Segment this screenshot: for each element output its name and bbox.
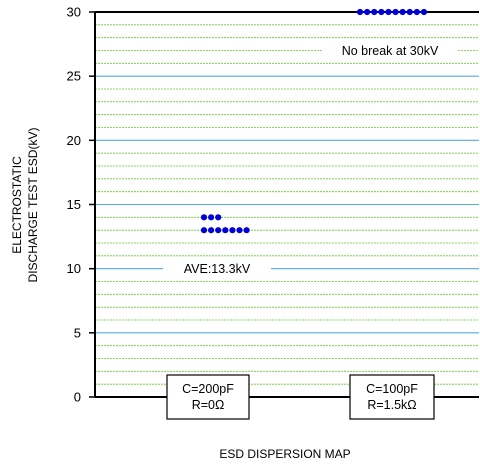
data-point	[399, 8, 406, 16]
data-point	[378, 8, 385, 16]
category-label-line: R=1.5kΩ	[367, 398, 416, 412]
annotation-label: AVE:13.3kV	[184, 262, 251, 276]
data-point	[371, 8, 378, 16]
y-tick-label: 25	[67, 69, 81, 84]
data-point	[392, 8, 399, 16]
category-label-line: C=200pF	[182, 382, 234, 396]
y-tick-label: 15	[67, 197, 81, 212]
data-point	[385, 8, 392, 16]
data-point	[215, 214, 222, 221]
annotation-label: No break at 30kV	[342, 44, 439, 58]
category-label-line: C=100pF	[366, 382, 418, 396]
data-point	[229, 227, 236, 234]
data-point	[356, 8, 364, 16]
y-tick-label: 5	[74, 325, 81, 340]
data-point	[208, 227, 215, 234]
data-point	[236, 227, 243, 234]
annotation-box	[322, 41, 458, 60]
y-axis-label-line-1: ELECTROSTATIC	[10, 156, 24, 254]
y-tick-label: 0	[74, 390, 81, 405]
y-tick-label: 10	[67, 261, 81, 276]
y-tick-label: 30	[67, 5, 81, 20]
data-point	[200, 227, 208, 234]
annotation-box	[163, 259, 271, 278]
data-point	[208, 214, 215, 221]
grid-lines	[95, 24, 479, 385]
category-labels: C=200pF R=0Ω C=100pF R=1.5kΩ	[166, 374, 435, 420]
data-point	[243, 227, 250, 234]
data-point	[420, 8, 428, 16]
data-points	[200, 8, 428, 234]
category-label-box	[166, 374, 250, 420]
x-axis-label: ESD DISPERSION MAP	[219, 447, 350, 461]
data-point	[413, 8, 420, 16]
data-point	[200, 214, 208, 221]
data-point	[215, 227, 222, 234]
annotations: AVE:13.3kV No break at 30kV	[163, 41, 458, 278]
data-point	[406, 8, 413, 16]
category-label-box	[349, 374, 435, 420]
data-point	[364, 8, 371, 16]
y-tick-label: 20	[67, 133, 81, 148]
category-label-line: R=0Ω	[192, 398, 225, 412]
y-axis-label-line-2: DISCHARGE TEST ESD(kV)	[26, 128, 40, 283]
data-point	[222, 227, 229, 234]
